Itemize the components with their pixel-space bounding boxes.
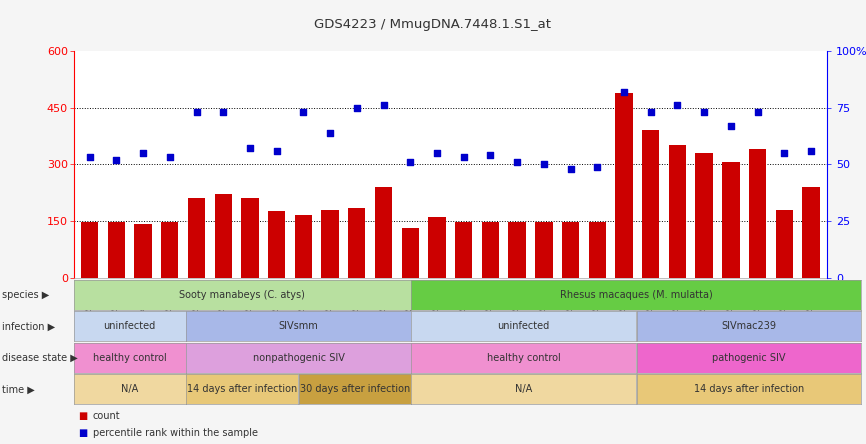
- Point: [377, 102, 391, 109]
- Point: [269, 147, 283, 154]
- Point: [483, 152, 497, 159]
- Text: disease state ▶: disease state ▶: [2, 353, 77, 363]
- Text: ■: ■: [78, 428, 87, 438]
- Text: infection ▶: infection ▶: [2, 321, 55, 331]
- Text: pathogenic SIV: pathogenic SIV: [712, 353, 785, 363]
- Point: [804, 147, 818, 154]
- Bar: [508, 222, 526, 278]
- Text: N/A: N/A: [121, 385, 139, 394]
- Point: [617, 88, 631, 95]
- Point: [697, 109, 711, 116]
- Point: [724, 122, 738, 129]
- Point: [670, 102, 684, 109]
- Point: [83, 154, 97, 161]
- Point: [296, 109, 310, 116]
- Bar: [481, 222, 499, 278]
- Point: [109, 156, 123, 163]
- Point: [510, 159, 524, 166]
- Bar: [669, 146, 686, 278]
- Bar: [348, 208, 365, 278]
- Bar: [535, 222, 553, 278]
- Text: count: count: [93, 411, 120, 421]
- Text: nonpathogenic SIV: nonpathogenic SIV: [253, 353, 345, 363]
- Point: [643, 109, 657, 116]
- Bar: [616, 93, 633, 278]
- Text: time ▶: time ▶: [2, 385, 35, 394]
- Bar: [188, 198, 205, 278]
- Point: [537, 161, 551, 168]
- Text: uninfected: uninfected: [104, 321, 156, 331]
- Bar: [455, 222, 472, 278]
- Bar: [642, 131, 659, 278]
- Point: [243, 145, 257, 152]
- Bar: [321, 210, 339, 278]
- Text: SIVmac239: SIVmac239: [721, 321, 777, 331]
- Point: [190, 109, 204, 116]
- Text: N/A: N/A: [515, 385, 533, 394]
- Point: [404, 159, 417, 166]
- Bar: [589, 222, 606, 278]
- Bar: [429, 217, 446, 278]
- Point: [564, 165, 578, 172]
- Point: [136, 149, 150, 157]
- Bar: [722, 163, 740, 278]
- Text: GDS4223 / MmugDNA.7448.1.S1_at: GDS4223 / MmugDNA.7448.1.S1_at: [314, 18, 552, 31]
- Text: uninfected: uninfected: [498, 321, 550, 331]
- Text: Sooty manabeys (C. atys): Sooty manabeys (C. atys): [179, 290, 305, 300]
- Bar: [81, 222, 99, 278]
- Point: [216, 109, 230, 116]
- Point: [323, 129, 337, 136]
- Text: percentile rank within the sample: percentile rank within the sample: [93, 428, 258, 438]
- Bar: [802, 187, 820, 278]
- Text: species ▶: species ▶: [2, 290, 49, 300]
- Text: ■: ■: [78, 411, 87, 421]
- Point: [591, 163, 604, 170]
- Point: [163, 154, 177, 161]
- Text: SIVsmm: SIVsmm: [279, 321, 319, 331]
- Text: 14 days after infection: 14 days after infection: [694, 385, 804, 394]
- Point: [778, 149, 792, 157]
- Text: healthy control: healthy control: [487, 353, 560, 363]
- Bar: [375, 187, 392, 278]
- Text: 14 days after infection: 14 days after infection: [187, 385, 297, 394]
- Bar: [242, 198, 259, 278]
- Bar: [161, 222, 178, 278]
- Bar: [776, 210, 793, 278]
- Bar: [215, 194, 232, 278]
- Bar: [562, 222, 579, 278]
- Point: [350, 104, 364, 111]
- Bar: [695, 153, 713, 278]
- Text: Rhesus macaques (M. mulatta): Rhesus macaques (M. mulatta): [560, 290, 713, 300]
- Bar: [749, 149, 766, 278]
- Bar: [294, 215, 312, 278]
- Bar: [107, 222, 125, 278]
- Bar: [134, 224, 152, 278]
- Text: 30 days after infection: 30 days after infection: [300, 385, 410, 394]
- Bar: [268, 211, 285, 278]
- Point: [751, 109, 765, 116]
- Text: healthy control: healthy control: [93, 353, 166, 363]
- Point: [456, 154, 470, 161]
- Point: [430, 149, 444, 157]
- Bar: [402, 228, 419, 278]
